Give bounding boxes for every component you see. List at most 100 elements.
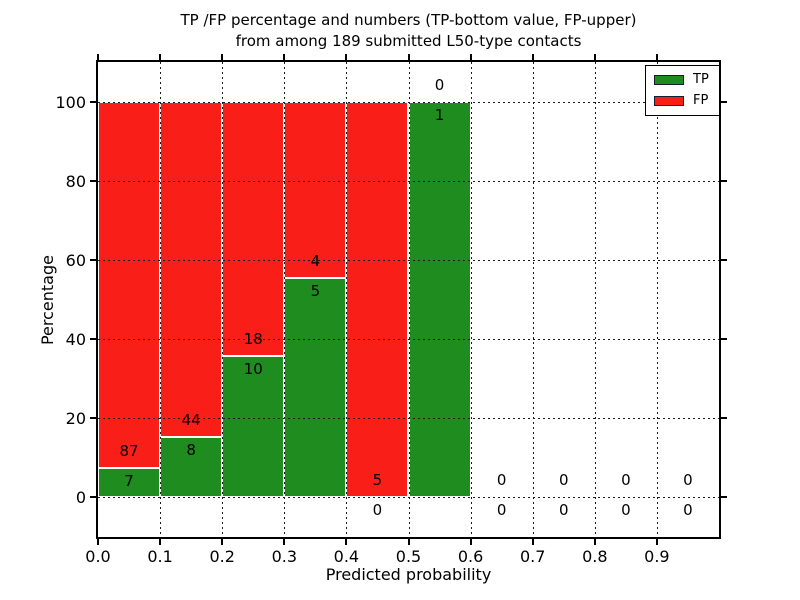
x-tick-mark-bottom (345, 539, 348, 545)
x-tick-label: 0.6 (457, 547, 484, 566)
y-tick-mark-right (721, 258, 727, 261)
tp-count-label: 8 (186, 440, 196, 459)
x-tick-mark-top (655, 54, 658, 60)
tp-count-label: 5 (310, 281, 321, 300)
y-tick-label: 20 (65, 409, 86, 429)
x-tick-mark-top (221, 54, 224, 60)
x-tick-mark-top (593, 54, 596, 60)
y-tick-mark-left (90, 417, 96, 420)
tp-count-label: 10 (243, 360, 263, 379)
x-tick-mark-bottom (97, 539, 99, 545)
x-tick-mark-bottom (283, 539, 286, 545)
fp-count-label: 18 (243, 330, 263, 349)
gridline-vertical (470, 62, 472, 537)
bar-segment-fp (98, 101, 161, 468)
y-tick-label: 80 (65, 171, 86, 191)
x-tick-mark-top (159, 54, 162, 60)
legend-item-fp: FP (654, 94, 709, 108)
fp-count-label: 0 (496, 471, 507, 490)
legend-item-tp: TP (654, 73, 709, 87)
x-tick-mark-bottom (531, 539, 534, 545)
x-tick-mark-top (407, 54, 410, 60)
x-tick-mark-bottom (221, 539, 224, 545)
gridline-vertical (346, 62, 348, 537)
x-axis-label: Predicted probability (325, 565, 492, 584)
y-axis-label: Percentage (38, 255, 57, 346)
x-tick-mark-top (283, 54, 286, 60)
fp-count-label: 87 (119, 441, 139, 460)
tp-count-label: 7 (124, 471, 134, 490)
y-tick-mark-left (90, 496, 96, 499)
fp-count-label: 0 (683, 471, 693, 490)
x-tick-label: 0.4 (333, 547, 360, 566)
y-tick-mark-right (721, 417, 727, 420)
y-tick-label: 60 (65, 250, 86, 270)
legend: TP FP (645, 65, 720, 116)
bar-segment-fp (346, 101, 409, 498)
x-tick-mark-bottom (469, 539, 472, 545)
tp-count-label: 0 (683, 501, 693, 520)
chart-title-line1: TP /FP percentage and numbers (TP-bottom… (180, 11, 637, 29)
tp-count-label: 0 (372, 501, 383, 520)
y-tick-mark-right (721, 100, 727, 103)
fp-count-label: 0 (434, 75, 445, 94)
bar-segment-tp (98, 467, 161, 498)
y-tick-mark-left (90, 100, 96, 103)
x-tick-mark-top (345, 54, 348, 60)
x-tick-mark-bottom (159, 539, 162, 545)
tp-count-label: 1 (434, 105, 445, 124)
x-tick-label: 0.9 (644, 547, 670, 566)
bar-segment-tp (284, 277, 347, 498)
y-tick-mark-left (90, 338, 96, 341)
bar-segment-fp (284, 101, 347, 278)
gridline-vertical (222, 62, 224, 537)
x-tick-mark-top (97, 54, 99, 60)
x-tick-mark-bottom (593, 539, 596, 545)
x-tick-mark-bottom (407, 539, 410, 545)
fp-count-label: 0 (558, 471, 569, 490)
legend-label: TP (693, 72, 709, 87)
x-tick-label: 0.8 (582, 547, 608, 566)
bar-segment-tp (160, 436, 223, 498)
gridline-vertical (532, 62, 534, 537)
fp-count-label: 4 (310, 251, 321, 270)
chart-title: TP /FP percentage and numbers (TP-bottom… (96, 10, 721, 52)
x-tick-label: 0.3 (271, 547, 298, 566)
gridline-vertical (656, 62, 658, 537)
tp-color-swatch (654, 75, 684, 85)
y-tick-mark-right (721, 338, 727, 341)
bar-segment-tp (222, 356, 285, 498)
y-tick-label: 0 (75, 488, 86, 508)
y-tick-mark-right (721, 496, 727, 499)
x-tick-label: 0.5 (395, 547, 422, 566)
chart-title-line2: from among 189 submitted L50-type contac… (235, 32, 582, 50)
x-tick-label: 0.2 (209, 547, 235, 566)
x-tick-label: 0.7 (519, 547, 546, 566)
fp-count-label: 5 (372, 471, 383, 490)
x-tick-mark-top (469, 54, 472, 60)
legend-label: FP (693, 93, 709, 108)
tp-count-label: 0 (558, 501, 569, 520)
y-tick-mark-left (90, 179, 96, 182)
gridline-vertical (408, 62, 410, 537)
gridline-vertical (160, 62, 162, 537)
fp-count-label: 0 (621, 471, 631, 490)
x-tick-mark-bottom (655, 539, 658, 545)
y-tick-label: 100 (55, 92, 86, 112)
fp-color-swatch (654, 96, 684, 106)
x-tick-label: 0.0 (85, 547, 111, 566)
x-tick-mark-top (531, 54, 534, 60)
tp-count-label: 0 (496, 501, 507, 520)
gridline-vertical (594, 62, 596, 537)
bar-segment-fp (160, 101, 223, 437)
tp-count-label: 0 (621, 501, 631, 520)
y-tick-label: 40 (65, 330, 86, 350)
gridline-vertical (284, 62, 286, 537)
y-tick-mark-right (721, 179, 727, 182)
bar-segment-tp (408, 101, 471, 498)
x-tick-label: 0.1 (147, 547, 173, 566)
fp-count-label: 44 (181, 410, 201, 429)
bar-segment-fp (222, 101, 285, 357)
y-tick-mark-left (90, 258, 96, 261)
